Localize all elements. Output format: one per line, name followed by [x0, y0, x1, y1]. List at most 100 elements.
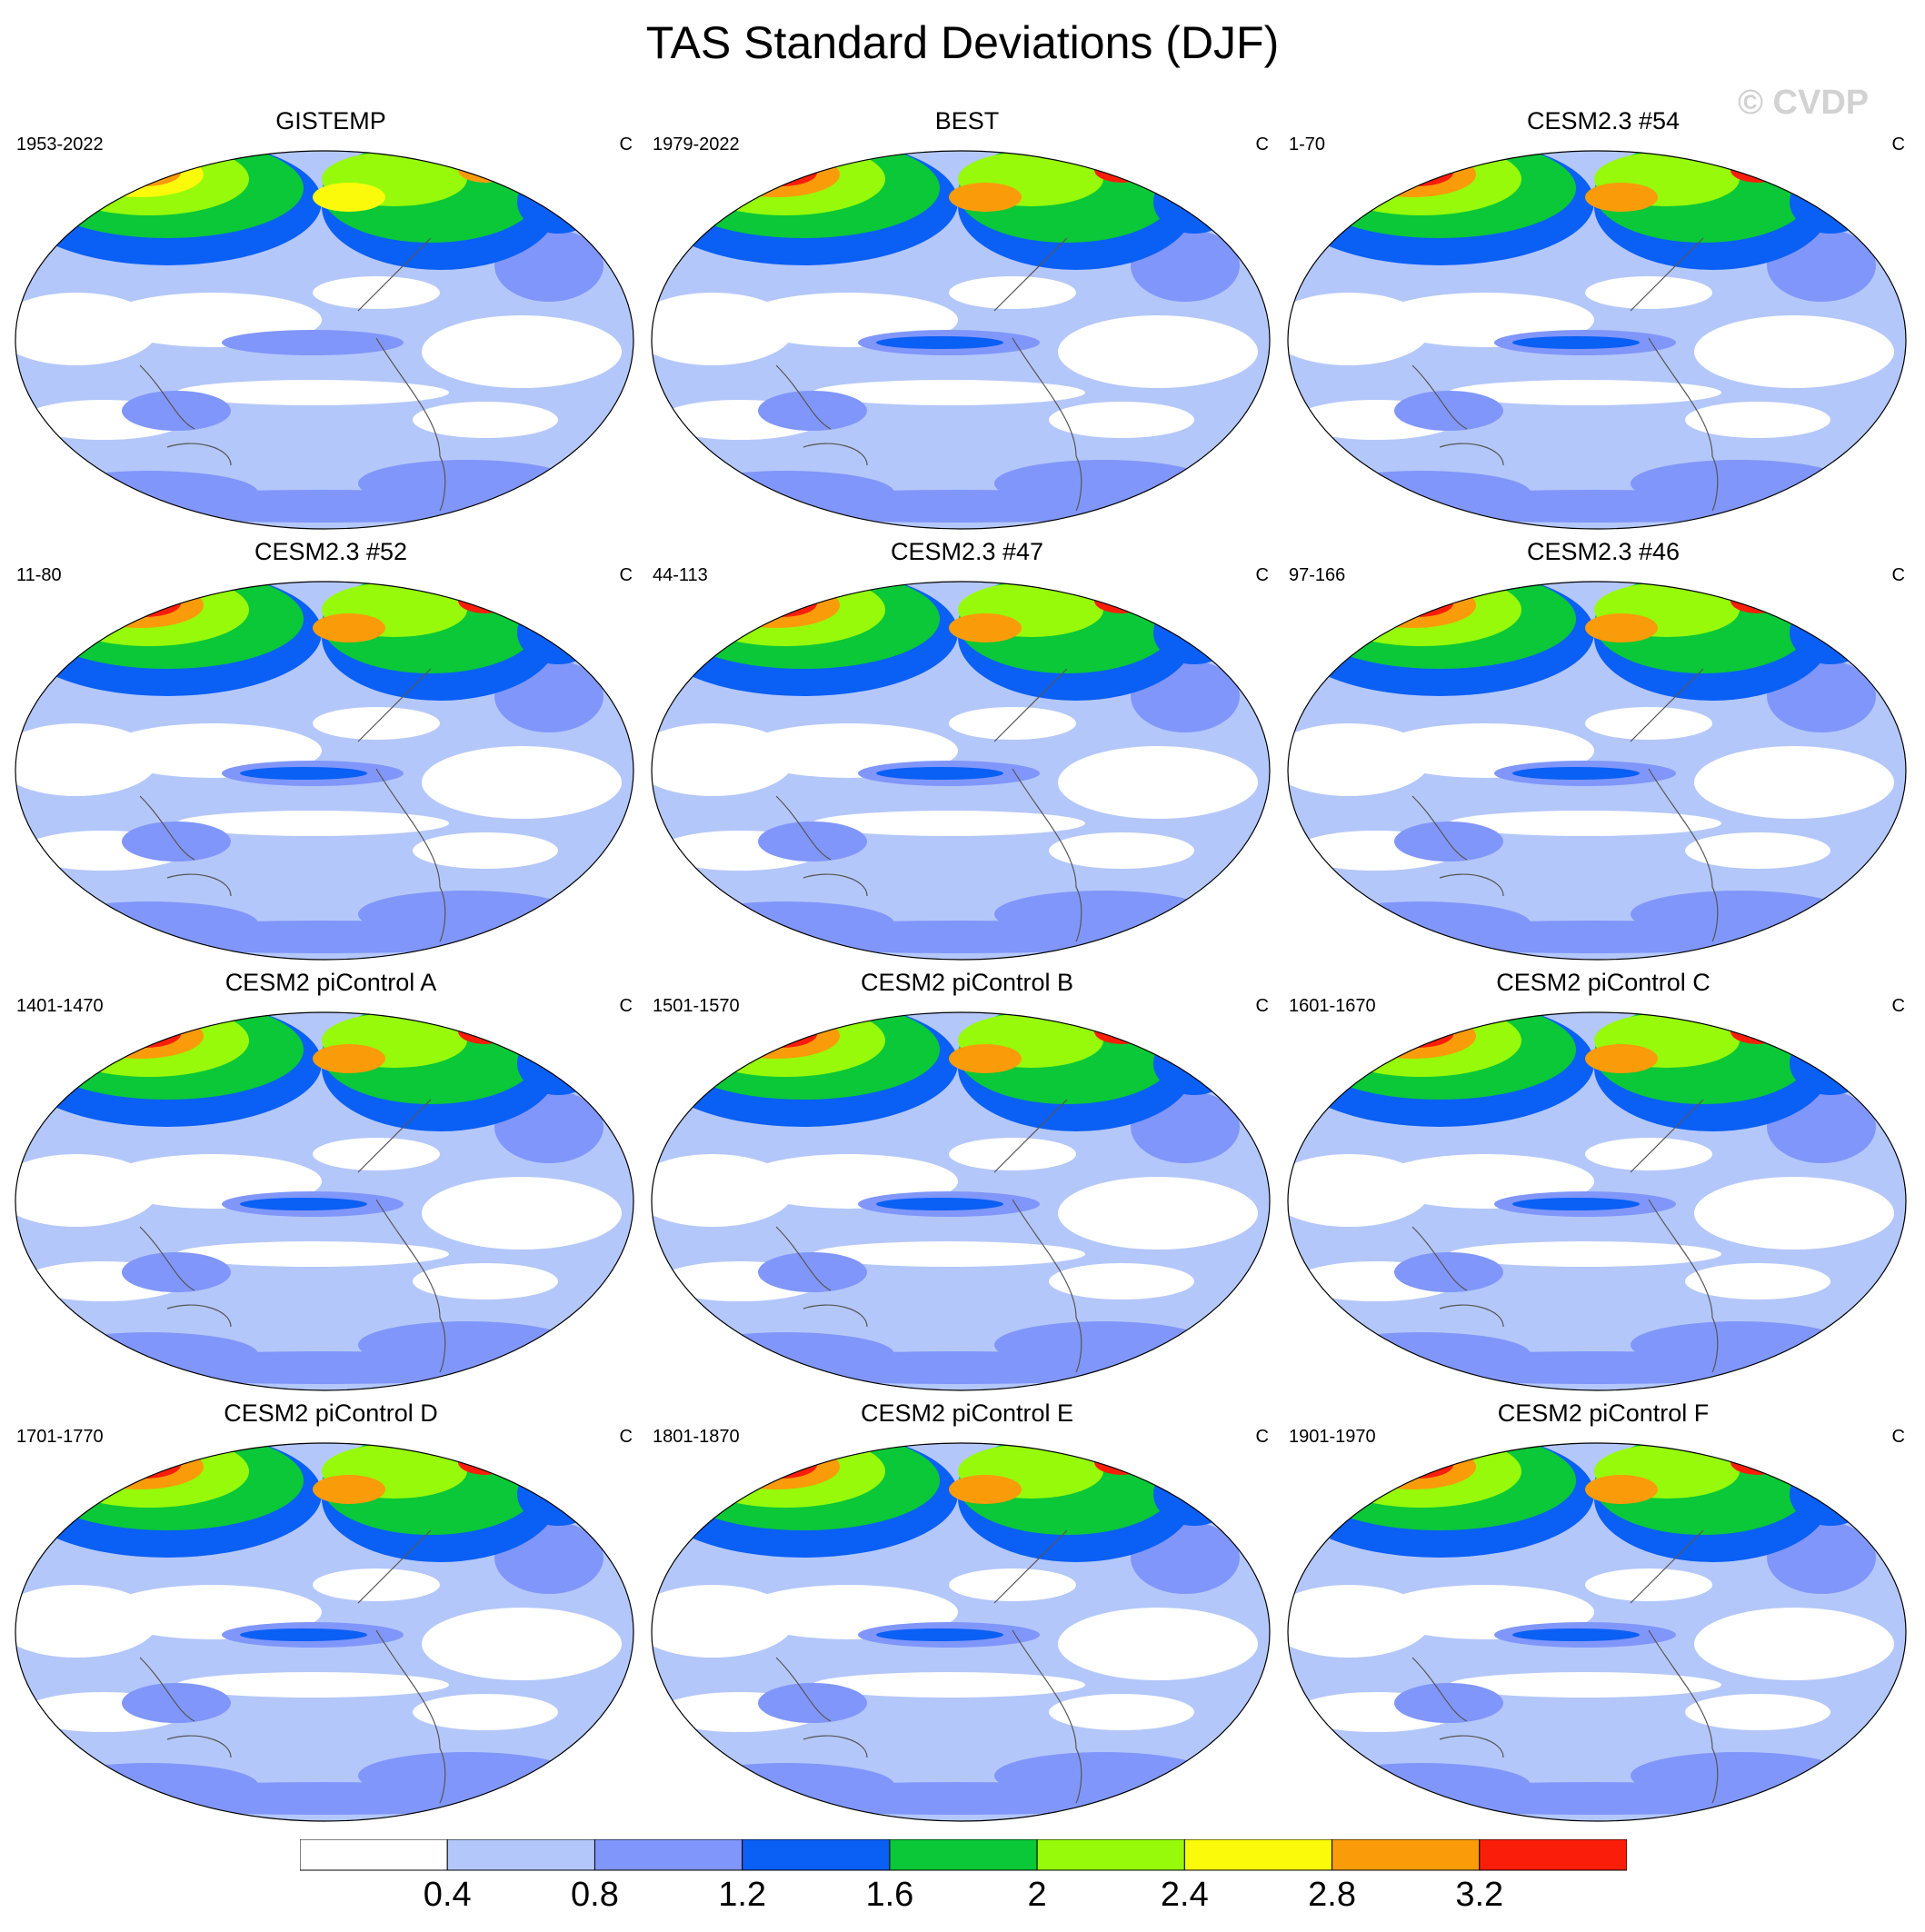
coastline [1012, 337, 1082, 512]
alaska-peak [313, 1044, 385, 1073]
map-projection [651, 150, 1271, 530]
low-variability-region [1058, 1177, 1258, 1250]
map-panel: GISTEMP 1953-2022 C [13, 107, 649, 539]
panel-title: GISTEMP [275, 107, 386, 134]
coastline [1439, 1735, 1504, 1758]
coastline [1411, 795, 1468, 861]
eurasia-peak [76, 1013, 204, 1059]
coastline [375, 337, 446, 512]
siberia-max [108, 1451, 181, 1479]
coastline [1648, 337, 1719, 512]
low-variability-region [813, 811, 1085, 836]
map-projection [651, 1011, 1271, 1391]
coastline [993, 668, 1068, 742]
panel-period: 1901-1970 [1289, 1427, 1376, 1447]
eurasia-peak [713, 1013, 840, 1059]
panel-units: C [619, 996, 633, 1016]
eurasia-peak [1349, 1013, 1476, 1059]
panel-period: 1601-1670 [1289, 996, 1376, 1016]
low-variability-region [1449, 1241, 1721, 1267]
coastline [166, 443, 232, 466]
antarctic-region [85, 1782, 558, 1815]
colorbar-tick-label: 1.6 [865, 1876, 914, 1914]
siberia-max [744, 1451, 817, 1479]
panel-title: CESM2.3 #47 [890, 538, 1044, 565]
north-atlantic-region [1153, 170, 1235, 234]
low-variability-region [1694, 746, 1894, 819]
north-atlantic-region [1790, 1031, 1871, 1095]
alaska-peak [949, 1475, 1022, 1504]
colorbar-swatch [889, 1839, 1038, 1871]
low-variability-region [1685, 832, 1830, 869]
alaska-peak [949, 613, 1022, 642]
moderate-variability-region [122, 1252, 231, 1292]
coastline [1012, 1629, 1082, 1804]
colorbar-swatch [300, 1839, 448, 1871]
low-variability-region [1049, 1694, 1194, 1730]
north-atlantic-region [1790, 1462, 1871, 1526]
north-atlantic-region [1153, 1031, 1235, 1095]
panel-period: 1701-1770 [16, 1427, 104, 1447]
map-panel: CESM2 piControl B 1501-1570 C [649, 969, 1285, 1400]
low-variability-region [422, 1608, 622, 1680]
colorbar-swatch [1479, 1839, 1627, 1871]
coastline [775, 364, 832, 430]
antarctic-region [722, 1351, 1194, 1384]
map-projection [15, 150, 634, 530]
low-variability-region [1449, 811, 1721, 836]
coastline [775, 795, 832, 861]
coastline [139, 795, 195, 861]
coastline [1411, 364, 1468, 430]
map-panel: CESM2.3 #54 1-70 C [1285, 107, 1921, 539]
moderate-variability-region [1394, 391, 1503, 431]
map-panel: CESM2 piControl E 1801-1870 C [649, 1399, 1285, 1831]
coastline [375, 1629, 446, 1804]
colorbar-tick-label: 1.2 [718, 1876, 767, 1914]
antarctic-region [722, 490, 1194, 523]
colorbar-tick-label: 2.8 [1308, 1876, 1356, 1914]
low-variability-region [413, 402, 558, 438]
enso-core [1512, 1628, 1640, 1641]
panel-title: CESM2.3 #52 [254, 538, 408, 565]
map-projection [651, 581, 1271, 961]
eurasia-peak [76, 583, 204, 628]
panel-units: C [1891, 565, 1905, 585]
enso-core [240, 1628, 367, 1641]
colorbar-swatch [1332, 1839, 1481, 1871]
colorbar-swatch [742, 1839, 891, 1871]
enso-core [1512, 767, 1640, 780]
colorbar: 0.4 0.8 1.2 1.6 2 2.4 2.8 3.2 [300, 1839, 1627, 1921]
coastline [1012, 1199, 1082, 1373]
colorbar-swatch [1183, 1839, 1333, 1871]
map-projection [1287, 150, 1907, 530]
alaska-peak [1585, 613, 1658, 642]
low-variability-region [176, 1672, 449, 1698]
coastline [803, 1735, 868, 1758]
panel-period: 11-80 [16, 565, 62, 585]
low-variability-region [813, 1241, 1085, 1267]
antarctic-region [85, 1351, 558, 1384]
map-projection [15, 1011, 634, 1391]
low-variability-region [1685, 402, 1830, 438]
low-variability-region [1449, 380, 1721, 405]
siberia-max [744, 1021, 817, 1048]
panel-period: 1-70 [1289, 134, 1326, 154]
coastline [993, 1099, 1068, 1173]
coastline [1630, 1099, 1704, 1173]
map-projection [1287, 581, 1907, 961]
map-border [1287, 1442, 1907, 1822]
panel-period: 1501-1570 [653, 996, 740, 1016]
coastline [139, 1226, 195, 1291]
north-atlantic-region [517, 1031, 599, 1095]
colorbar-swatch [446, 1839, 595, 1871]
moderate-variability-region [122, 822, 231, 861]
panel-units: C [1891, 1427, 1905, 1447]
antarctic-region [85, 921, 558, 953]
eurasia-peak [713, 1444, 840, 1489]
antarctic-region [722, 1782, 1194, 1815]
coastline [1012, 768, 1082, 942]
enso-core [1512, 336, 1640, 349]
alaska-peak [313, 1475, 385, 1504]
map-panel: CESM2.3 #47 44-113 C [649, 538, 1285, 970]
panel-units: C [1255, 565, 1269, 585]
